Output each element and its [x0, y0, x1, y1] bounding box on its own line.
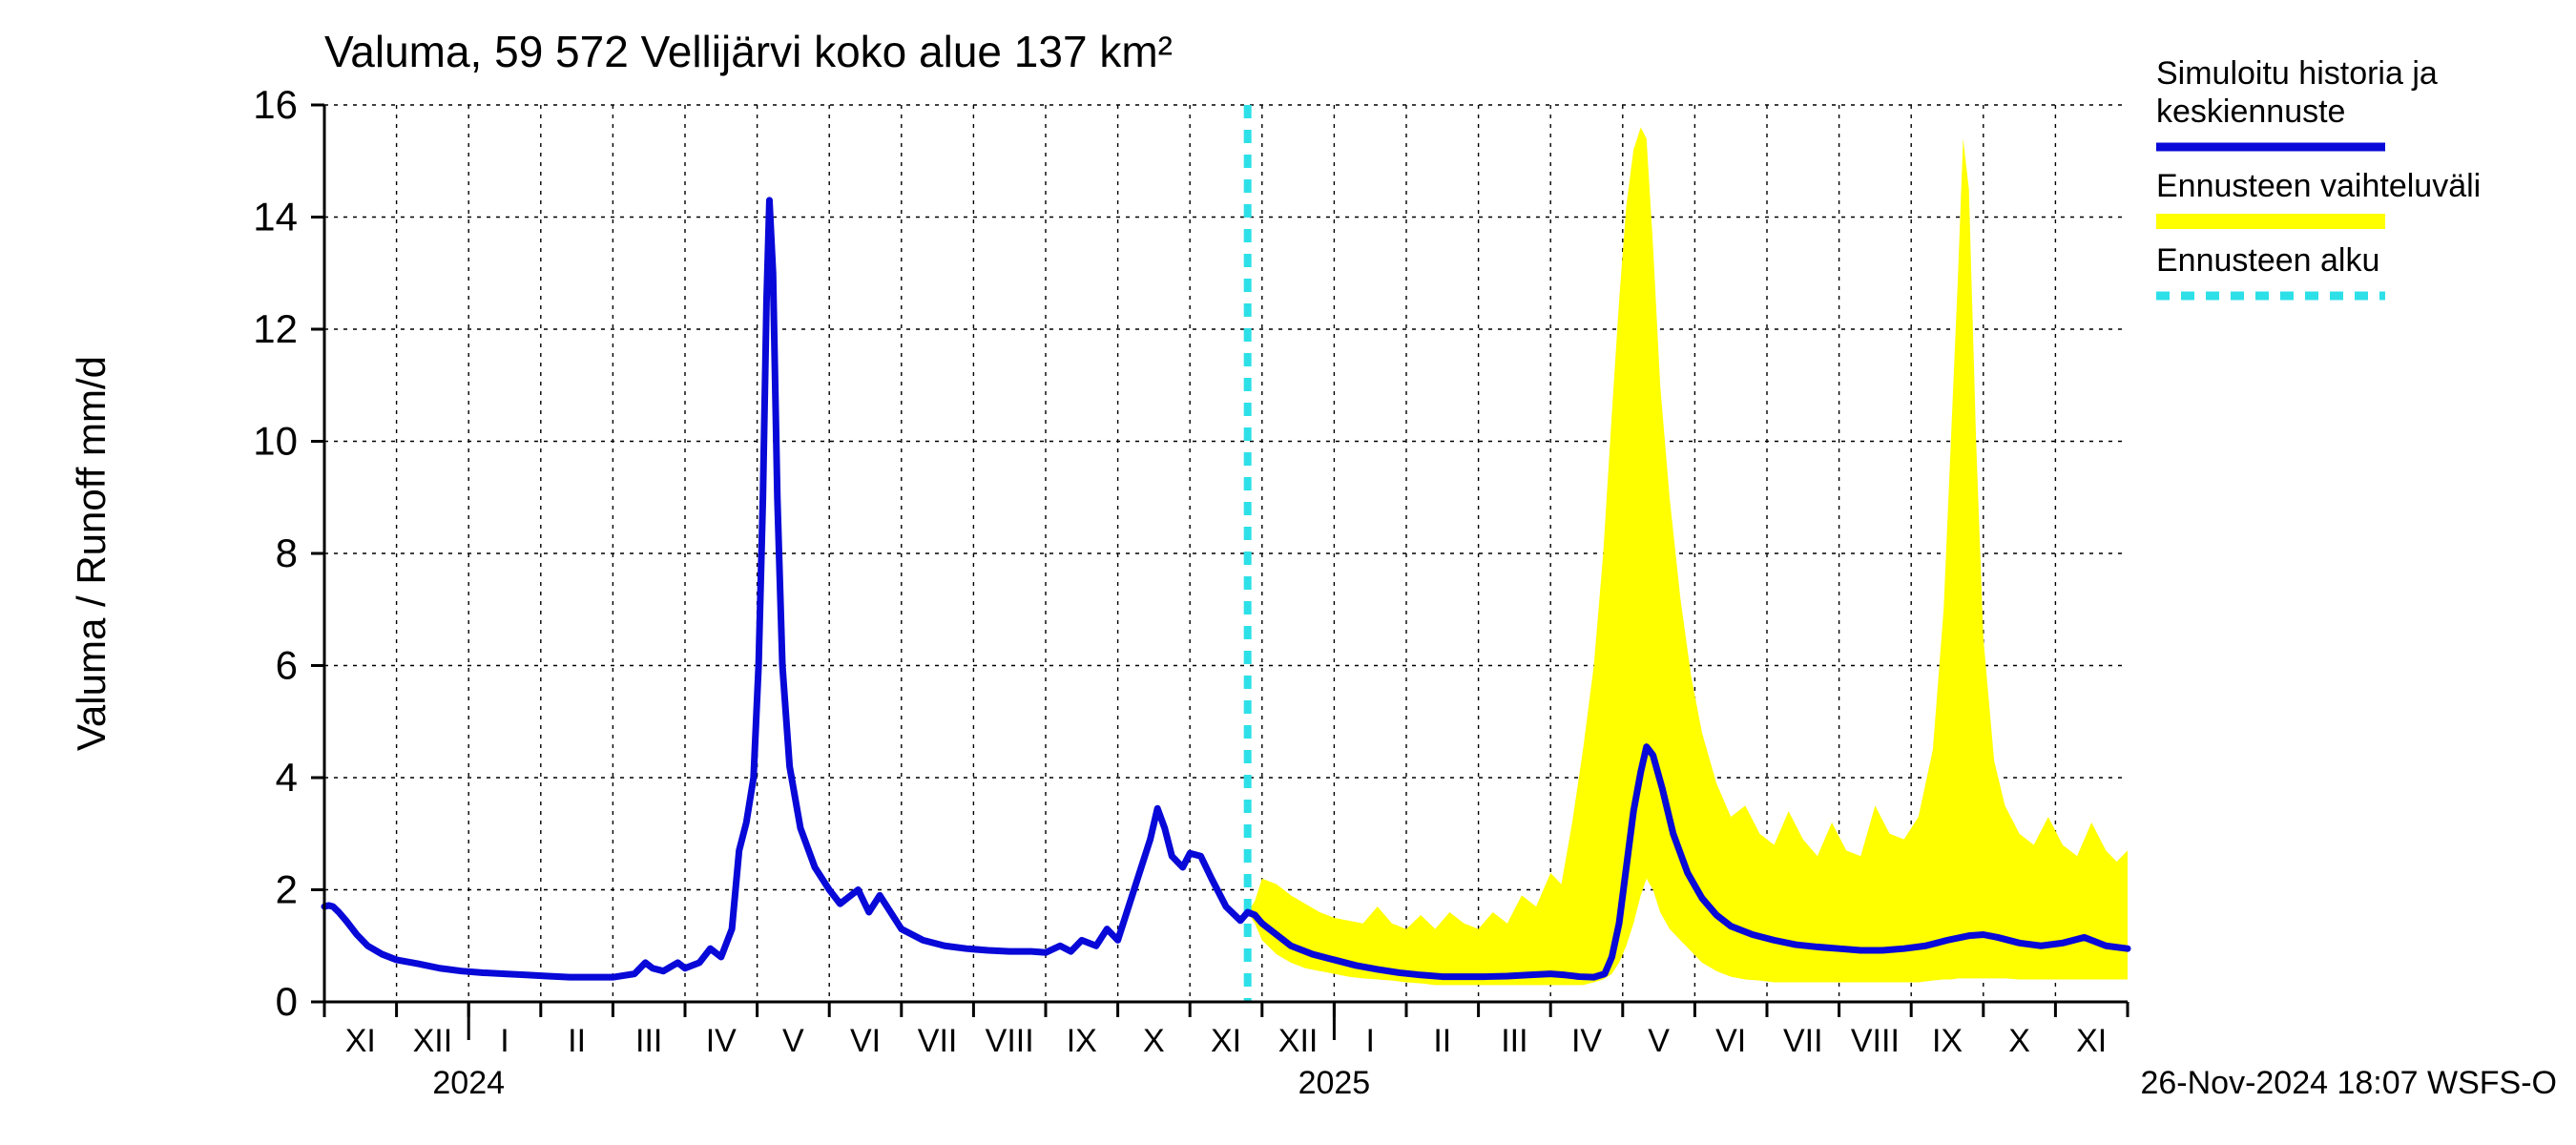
x-month-label: VII	[918, 1023, 958, 1059]
timestamp-label: 26-Nov-2024 18:07 WSFS-O	[2140, 1065, 2557, 1101]
x-month-label: XI	[1211, 1023, 1241, 1059]
y-tick-label: 6	[276, 643, 298, 688]
legend: Simuloitu historia jakeskiennuste Ennuste…	[2156, 55, 2481, 296]
y-tick-label: 4	[276, 755, 298, 800]
chart-svg: 0246810121416XIXIIIIIIIIIVVVIVIIVIIIIXXX…	[0, 0, 2576, 1145]
y-tick-label: 16	[253, 82, 298, 127]
chart-title: Valuma, 59 572 Vellijärvi koko alue 137 …	[324, 27, 1173, 76]
x-month-label: III	[635, 1023, 662, 1059]
x-month-label: XI	[2076, 1023, 2107, 1059]
forecast-band	[1248, 128, 2128, 986]
x-month-label: IX	[1067, 1023, 1097, 1059]
x-month-label: VIII	[986, 1023, 1034, 1059]
x-month-label: V	[1648, 1023, 1670, 1059]
x-month-label: I	[500, 1023, 509, 1059]
y-tick-label: 12	[253, 306, 298, 351]
x-month-label: III	[1501, 1023, 1527, 1059]
runoff-chart: 0246810121416XIXIIIIIIIIIVVVIVIIVIIIIXXX…	[0, 0, 2576, 1145]
legend-label: Ennusteen vaihteluväli	[2156, 168, 2481, 204]
x-month-label: X	[1143, 1023, 1165, 1059]
x-month-label: XII	[413, 1023, 453, 1059]
x-month-label: IV	[706, 1023, 737, 1059]
x-month-label: V	[782, 1023, 804, 1059]
legend-label: keskiennuste	[2156, 94, 2345, 130]
legend-label: Simuloitu historia ja	[2156, 55, 2438, 92]
x-month-label: II	[568, 1023, 586, 1059]
x-month-label: XII	[1278, 1023, 1319, 1059]
x-month-label: VII	[1783, 1023, 1823, 1059]
x-month-label: VI	[1715, 1023, 1746, 1059]
legend-swatch	[2156, 214, 2385, 229]
x-month-label: XI	[345, 1023, 376, 1059]
x-month-label: VI	[850, 1023, 881, 1059]
x-year-label: 2025	[1298, 1065, 1371, 1101]
x-month-label: VIII	[1851, 1023, 1900, 1059]
y-tick-label: 10	[253, 419, 298, 464]
x-month-label: IV	[1571, 1023, 1602, 1059]
legend-label: Ennusteen alku	[2156, 242, 2379, 279]
x-year-label: 2024	[432, 1065, 505, 1101]
y-axis-label: Valuma / Runoff mm/d	[69, 356, 114, 751]
x-month-label: IX	[1932, 1023, 1963, 1059]
y-tick-label: 2	[276, 867, 298, 912]
x-month-label: II	[1433, 1023, 1451, 1059]
x-month-label: X	[2008, 1023, 2030, 1059]
x-month-label: I	[1365, 1023, 1374, 1059]
y-tick-label: 14	[253, 195, 298, 239]
y-tick-label: 8	[276, 531, 298, 575]
y-tick-label: 0	[276, 979, 298, 1024]
